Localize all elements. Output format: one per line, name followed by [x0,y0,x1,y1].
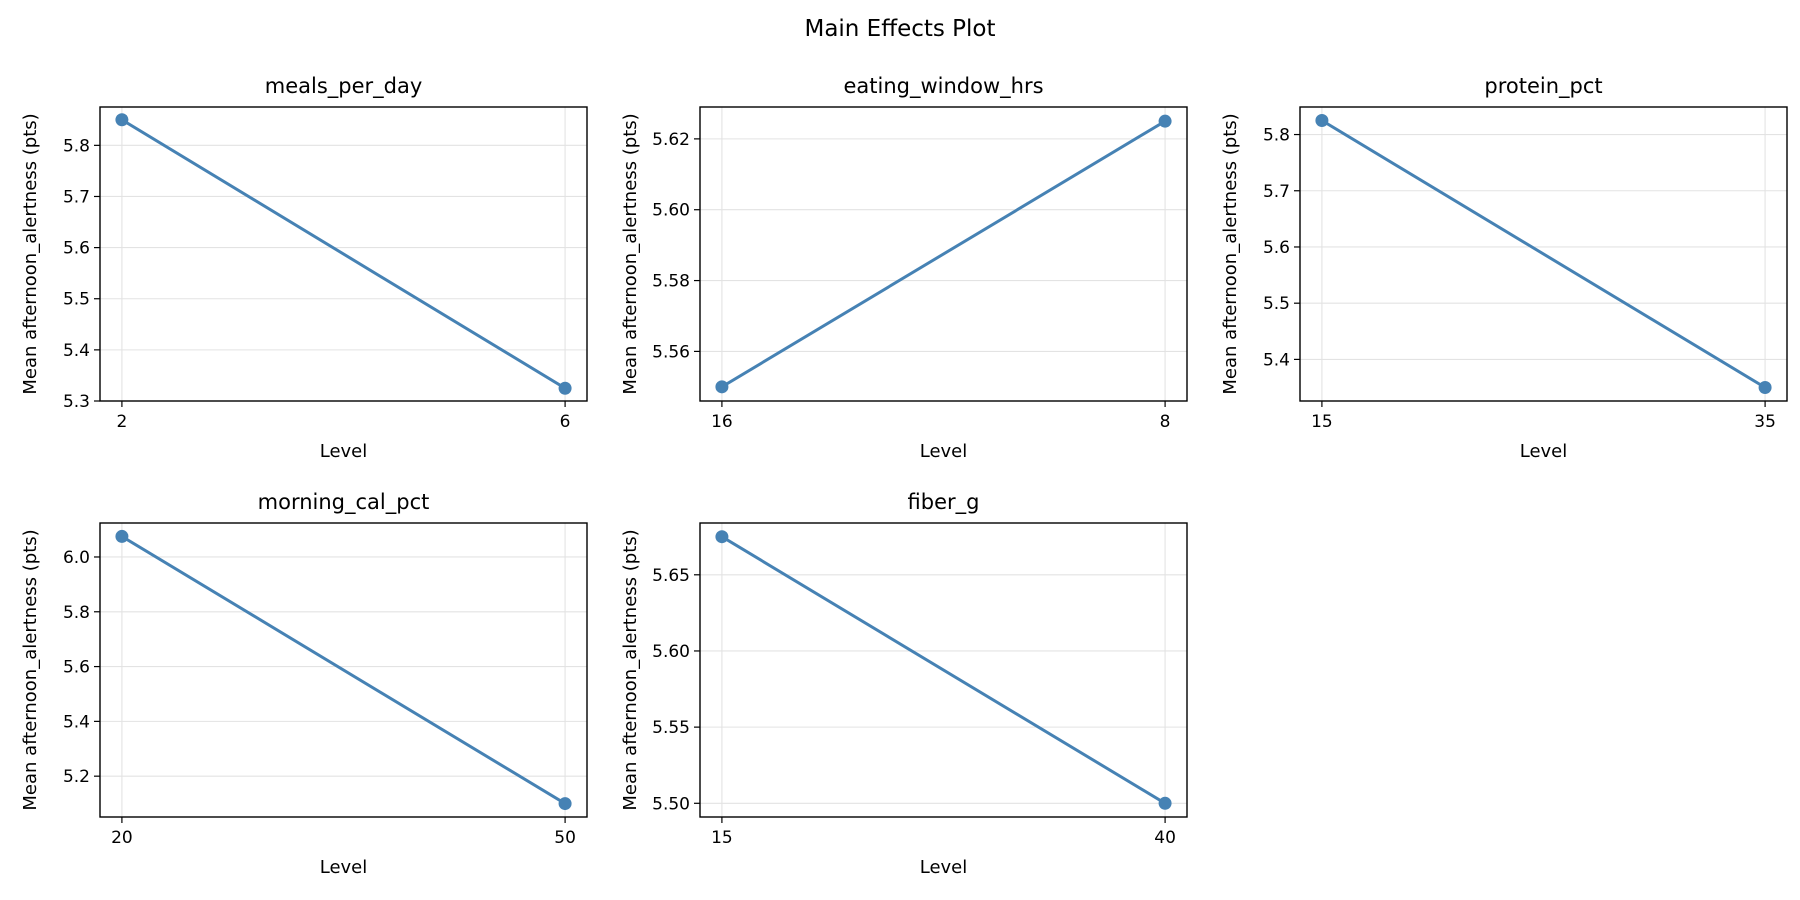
y-tick-label: 5.2 [63,767,90,787]
x-axis-label: Level [320,441,368,462]
y-tick-label: 5.62 [652,130,690,150]
y-tick-label: 5.50 [652,794,690,814]
data-point [1158,796,1172,810]
x-axis-label: Level [1520,441,1568,462]
subplot-eating-window-hrs: 5.56 5.58 5.60 5.62 16 8 eating_window_hrs Leve… [620,74,1188,462]
data-point [115,113,129,127]
axes-frame [1299,106,1788,402]
subplot-title: morning_cal_pct [258,490,430,515]
axes-frame [699,106,1188,402]
subplot-protein-pct: 5.4 5.5 5.6 5.7 5.8 15 35 protein_pct Level Mean … [1220,74,1788,462]
x-axis-label: Level [920,441,968,462]
y-tick-label: 5.7 [1263,182,1290,202]
axes-frame [99,106,588,402]
axes-frame [699,522,1188,818]
y-tick-label: 5.55 [652,718,690,738]
y-tick-label: 5.60 [652,642,690,662]
y-tick-label: 5.4 [63,712,90,732]
x-tick-label: 16 [711,412,733,432]
y-axis-label: Mean afternoon_alertness (pts) [20,113,41,394]
y-tick-label: 5.7 [63,187,90,207]
x-axis-label: Level [920,857,968,878]
y-tick-label: 5.8 [63,603,90,623]
subplot-meals-per-day: 5.3 5.4 5.5 5.6 5.7 5.8 2 6 meals_per_day Level Me… [20,74,588,462]
x-tick-label: 15 [711,828,733,848]
series-line [120,118,567,390]
subplot-title: meals_per_day [265,74,423,99]
y-tick-label: 5.3 [63,392,90,412]
x-tick-label: 35 [1754,412,1776,432]
subplot-title: protein_pct [1484,74,1602,99]
y-tick-label: 5.4 [63,341,90,361]
x-tick-label: 8 [1160,412,1171,432]
data-point [1315,113,1329,127]
y-tick-label: 5.5 [1263,294,1290,314]
data-point [1158,114,1172,128]
data-point [558,797,572,811]
x-axis-label: Level [320,857,368,878]
subplot-fiber-g: 5.50 5.55 5.60 5.65 15 40 fiber_g Level Mean aft… [620,490,1188,878]
y-tick-label: 5.58 [652,272,690,292]
subplot-title: fiber_g [908,490,980,515]
figure-title: Main Effects Plot [804,16,995,42]
series-line [120,534,567,806]
subplot-morning-cal-pct: 5.2 5.4 5.6 5.8 6.0 20 50 morning_cal_pct Level M… [20,490,588,878]
y-tick-label: 5.8 [63,136,90,156]
series-line [720,535,1167,805]
series-line [720,119,1167,389]
x-tick-label: 2 [117,412,128,432]
data-point [558,381,572,395]
subplot-title: eating_window_hrs [843,74,1043,99]
x-tick-label: 40 [1154,828,1176,848]
axes-frame [99,522,588,818]
series-line [1320,118,1767,390]
x-tick-label: 50 [554,828,576,848]
y-axis-label: Mean afternoon_alertness (pts) [620,529,641,810]
x-tick-label: 20 [111,828,133,848]
data-point [715,380,729,394]
y-axis-label: Mean afternoon_alertness (pts) [1220,113,1241,394]
y-tick-label: 5.5 [63,290,90,310]
y-axis-label: Mean afternoon_alertness (pts) [20,529,41,810]
y-tick-label: 5.60 [652,201,690,221]
y-tick-label: 5.6 [1263,238,1290,258]
x-tick-label: 15 [1311,412,1333,432]
y-axis-label: Mean afternoon_alertness (pts) [620,113,641,394]
y-tick-label: 5.8 [1263,126,1290,146]
y-tick-label: 5.6 [63,239,90,259]
data-point [715,530,729,544]
y-tick-label: 5.4 [1263,350,1290,370]
y-tick-label: 6.0 [63,548,90,568]
subplot-grid: 5.3 5.4 5.5 5.6 5.7 5.8 2 6 meals_per_day Level Me… [20,74,1788,878]
x-tick-label: 6 [560,412,571,432]
data-point [1758,381,1772,395]
y-tick-label: 5.65 [652,566,690,586]
data-point [115,529,129,543]
y-tick-label: 5.6 [63,658,90,678]
y-tick-label: 5.56 [652,342,690,362]
